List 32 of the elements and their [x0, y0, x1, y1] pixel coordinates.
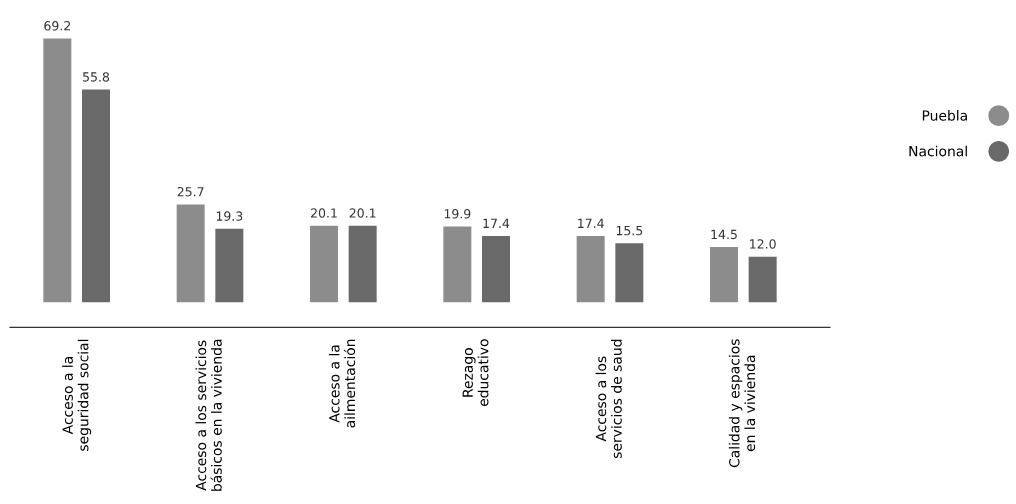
bar: [310, 225, 338, 303]
data-label: 15.5: [616, 226, 643, 236]
x-tick-label: Acceso a los servicios básicos en la vivienda: [195, 339, 222, 491]
bar: [43, 38, 72, 303]
data-label: 17.4: [578, 218, 604, 228]
x-tick-label: Calidad y espacios en la vivienda: [728, 339, 756, 468]
x-tick-label: Rezago educativo: [462, 339, 489, 407]
data-label: 19.9: [444, 209, 471, 219]
x-tick-label: Acceso a los servicios de saud: [595, 339, 622, 459]
data-label: 55.8: [83, 72, 110, 82]
legend-label: Puebla: [922, 110, 967, 121]
bar: [348, 225, 377, 303]
data-label: 20.1: [349, 208, 376, 218]
bar: [482, 236, 510, 303]
bar: [443, 226, 472, 303]
x-tick-label: Acceso a la ailmentación: [328, 339, 356, 428]
bar: [615, 243, 644, 303]
bar: [82, 89, 110, 303]
data-label: 69.2: [44, 21, 70, 31]
data-label: 12.0: [750, 239, 776, 249]
data-label: 14.5: [711, 229, 737, 240]
data-label: 17.4: [483, 218, 510, 228]
legend-label: Nacional: [909, 145, 967, 157]
bar: [215, 228, 244, 303]
x-tick-label: Acceso a la seguridad social: [62, 339, 92, 451]
bar: [748, 256, 777, 303]
data-label: 25.7: [177, 186, 204, 197]
bar: [710, 247, 738, 303]
data-label: 20.1: [311, 208, 337, 218]
data-label: 19.3: [216, 211, 243, 221]
bar: [576, 236, 605, 303]
bar: [176, 204, 205, 303]
